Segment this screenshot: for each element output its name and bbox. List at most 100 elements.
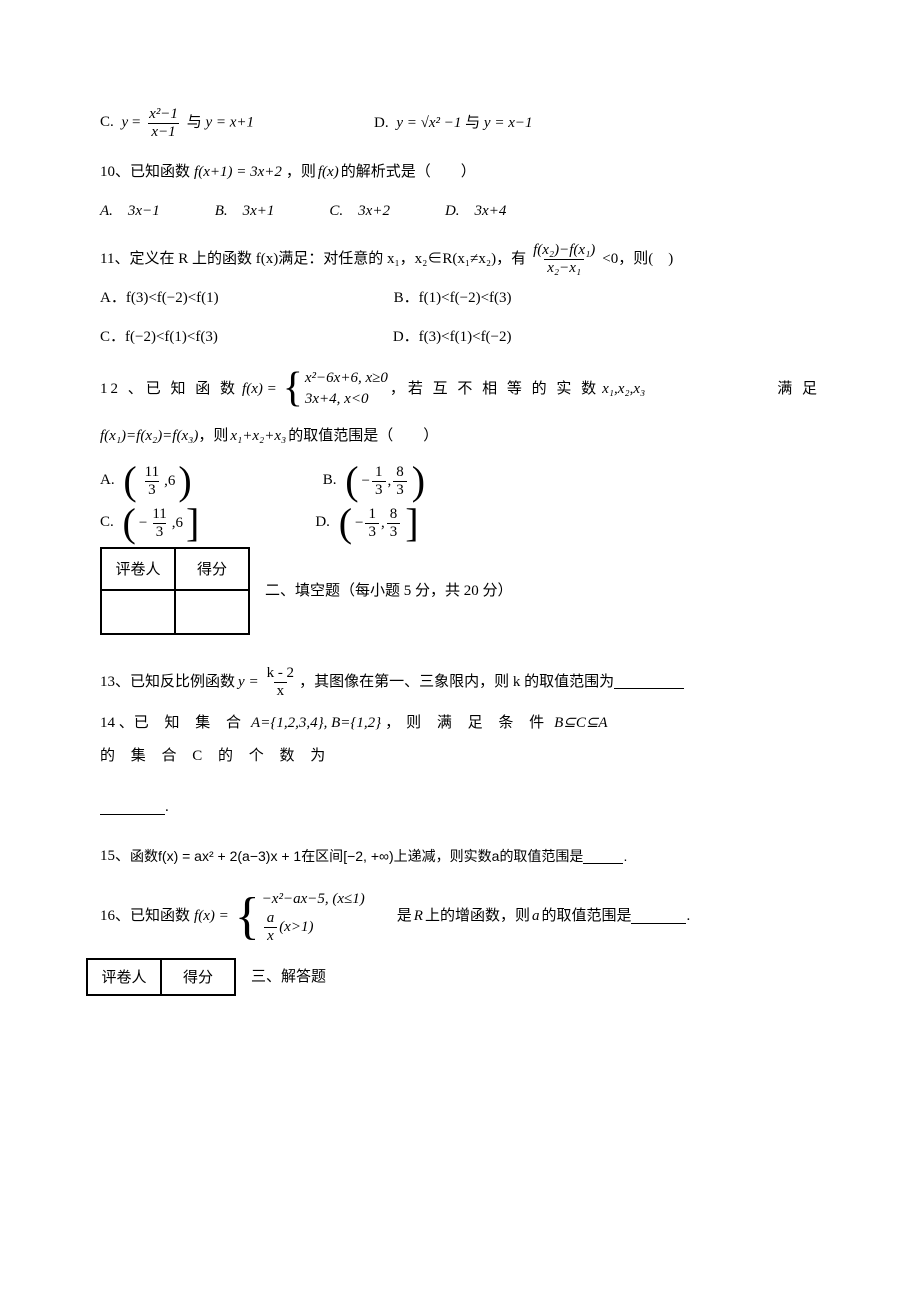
section3-title: 三、解答题 xyxy=(251,961,326,994)
frac-num: f(x₂)−f(x₁) xyxy=(530,242,598,259)
text: 已知函数 xyxy=(130,156,190,189)
q-number: 10、 xyxy=(100,156,130,189)
brace-icon: { xyxy=(283,372,303,406)
fraction: f(x₂)−f(x₁) x₂−x₁ xyxy=(530,242,598,276)
section2-header: 评卷人 得分 二、填空题（每小题 5 分，共 20 分） xyxy=(100,547,820,635)
fraction: k - 2 x xyxy=(264,665,298,699)
q12-options-row2: C. ( − 113 ,6 ] D. ( − 13 , 83 ] xyxy=(100,505,820,541)
opt-label: C. xyxy=(100,514,114,530)
q12-options-row1: A. ( 113 ,6 ) B. ( − 13 , 83 ) xyxy=(100,463,820,499)
eq-text: y = x−1 xyxy=(484,115,533,131)
q10-stem: 10、 已知函数 f(x+1) = 3x+2 ，则 f(x) 的解析式是（ ） xyxy=(100,156,820,189)
q12-B: B. ( − 13 , 83 ) xyxy=(323,463,426,499)
q10-D: D. 3x+4 xyxy=(445,195,506,228)
q9-optC: C. y = x²−1 x−1 与 y = x+1 xyxy=(100,106,254,140)
opt-label: C. xyxy=(100,114,114,130)
text: ，则 xyxy=(198,420,228,453)
fraction: x²−1 x−1 xyxy=(146,106,181,140)
q13: 13、 已知反比例函数 y = k - 2 x ，其图像在第一、三象限内，则 k… xyxy=(100,665,820,699)
neg: − xyxy=(139,507,147,540)
comma: , xyxy=(388,465,392,498)
fx-expr: f(x+1) = 3x+2 xyxy=(194,156,282,189)
text: 的 集 合 C 的 个 数 为 xyxy=(100,740,331,773)
q-number: 14 、 xyxy=(100,707,134,740)
fx: f(x) = ax² + 2(a−3)x + 1 xyxy=(158,841,301,872)
q12-D: D. ( − 13 , 83 ] xyxy=(315,505,419,541)
frac-den: x xyxy=(274,682,288,700)
q14-line1: 14 、 已 知 集 合 A={1,2,3,4}, B={1,2} ，则 满 足… xyxy=(100,707,820,773)
comma6: ,6 xyxy=(172,507,183,540)
den: 3 xyxy=(145,481,159,499)
eq-text: y = √x² −1 xyxy=(396,115,461,131)
frac-num: k - 2 xyxy=(264,665,298,682)
q16: 16、 已知函数 f(x) = { −x²−ax−5, (x≤1) ax (x>… xyxy=(100,889,820,944)
eq-text: y = x+1 xyxy=(205,114,254,130)
with-text: 与 xyxy=(187,114,202,130)
q10-B: B. 3x+1 xyxy=(215,195,275,228)
piece-1: −x²−ax−5, (x≤1) xyxy=(262,889,365,910)
bracket-right-icon: ] xyxy=(186,505,199,541)
text: 的解析式是（ ） xyxy=(341,156,476,189)
den: 3 xyxy=(153,523,167,541)
num: 11 xyxy=(142,464,162,481)
sum-vars: x₁+x₂+x₃ xyxy=(230,420,286,453)
fx-expr: f(x) xyxy=(318,156,339,189)
section3-header: 评卷人 得分 三、解答题 xyxy=(86,958,820,996)
num: 1 xyxy=(365,506,379,523)
text: 是 xyxy=(397,900,412,933)
piecewise: { x²−6x+6, x≥0 3x+4, x<0 xyxy=(283,368,388,410)
q10-options: A. 3x−1 B. 3x+1 C. 3x+2 D. 3x+4 xyxy=(100,195,820,228)
q12-C: C. ( − 113 ,6 ] xyxy=(100,505,200,541)
text: 的取值范围是 xyxy=(499,841,583,872)
paren-left-icon: ( xyxy=(339,505,352,541)
blank xyxy=(631,910,686,924)
frac-num: x²−1 xyxy=(146,106,181,123)
num: a xyxy=(264,910,278,927)
paren-right-icon: ) xyxy=(412,463,425,499)
text: 函数 xyxy=(130,841,158,872)
fx-eq: f(x) = xyxy=(242,373,277,406)
q-number: 16、 xyxy=(100,900,130,933)
opt-label: D. xyxy=(315,514,330,530)
piecewise: { −x²−ax−5, (x≤1) ax (x>1) xyxy=(235,889,365,944)
piece-2: 3x+4, x<0 xyxy=(305,389,388,410)
den: 3 xyxy=(365,523,379,541)
text: 上的增函数，则 xyxy=(425,900,530,933)
bracket-right-icon: ] xyxy=(405,505,418,541)
num: 11 xyxy=(149,506,169,523)
text: ，则 xyxy=(286,156,316,189)
period: . xyxy=(623,841,627,872)
text: ，则 满 足 条 件 xyxy=(385,707,550,740)
den: 3 xyxy=(372,481,386,499)
score-table: 评卷人 得分 xyxy=(100,547,250,635)
text: 已知函数 xyxy=(130,900,190,933)
fx-eq: f(x) = xyxy=(194,900,229,933)
text: 已知反比例函数 xyxy=(130,666,235,699)
vars: x₁,x₂,x₃ xyxy=(602,373,645,406)
q11-options-row1: A．f(3)<f(−2)<f(1) B．f(1)<f(−2)<f(3) xyxy=(100,282,820,315)
eq-text: y xyxy=(122,114,129,130)
blank xyxy=(583,850,623,864)
R: R xyxy=(414,900,423,933)
opt-label: D. xyxy=(374,115,389,131)
grader-header: 评卷人 xyxy=(88,960,162,994)
text: 的取值范围是 xyxy=(541,900,631,933)
text: 已 知 集 合 xyxy=(134,707,247,740)
q-number: 15、 xyxy=(100,840,130,873)
text: 已 知 函 数 xyxy=(146,373,238,406)
piece-1: x²−6x+6, x≥0 xyxy=(305,368,388,389)
y-eq: y = xyxy=(238,666,259,699)
q15: 15、 函数 f(x) = ax² + 2(a−3)x + 1 在区间 [−2,… xyxy=(100,840,820,873)
q11-options-row2: C．f(−2)<f(1)<f(3) D．f(3)<f(1)<f(−2) xyxy=(100,321,820,354)
section2-title: 二、填空题（每小题 5 分，共 20 分） xyxy=(265,575,513,608)
q12-stem-line2: f(x₁)=f(x₂)=f(x₃) ，则 x₁+x₂+x₃ 的取值范围是（ ） xyxy=(100,420,820,453)
den: 3 xyxy=(393,481,407,499)
text: ，其图像在第一、三象限内，则 k 的取值范围为 xyxy=(299,666,614,699)
num: 8 xyxy=(387,506,401,523)
var-a: a xyxy=(532,900,540,933)
q10-C: C. 3x+2 xyxy=(329,195,390,228)
q12-A: A. ( 113 ,6 ) xyxy=(100,463,193,499)
q-number: 13、 xyxy=(100,666,130,699)
interval: [−2, +∞) xyxy=(343,841,393,872)
with-text: 与 xyxy=(465,115,480,131)
